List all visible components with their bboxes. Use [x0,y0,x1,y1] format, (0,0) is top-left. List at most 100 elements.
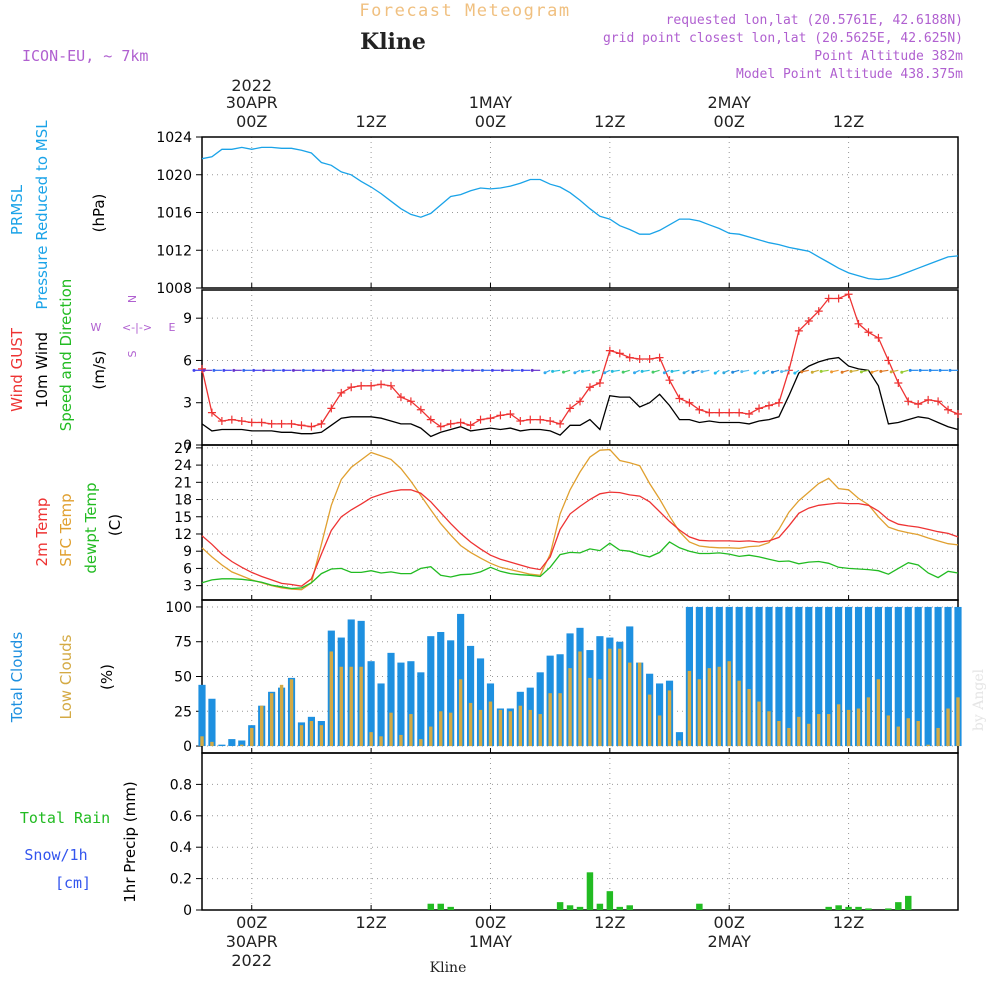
y-tick-label: 21 [174,475,192,491]
wind-direction-arrowhead [222,368,226,372]
wind-direction-arrowhead [291,368,295,372]
low-cloud-bar [269,693,274,747]
chart-subtitle: Forecast Meteogram [359,1,570,21]
gust-marker [217,417,226,426]
low-cloud-bar [946,708,950,747]
rain-bar [586,872,594,910]
wind-direction-arrowhead [753,371,757,375]
wind-direction-arrowhead [530,368,534,372]
wind-direction-arrowhead [510,368,514,372]
low-cloud-bar [528,709,532,747]
compass-south: S [126,350,139,357]
pressure-line [201,146,959,281]
wind-direction-arrowhead [551,369,555,373]
gust-marker [556,419,565,428]
wind-direction-arrowhead [202,368,206,372]
gust-marker [337,388,346,397]
wind-direction-arrowhead [282,368,286,372]
total-cloud-bar [844,606,853,747]
model-altitude: Model Point Altitude 438.375m [736,67,963,82]
low-cloud-bar [349,666,353,747]
y-tick-label: 0.2 [170,872,192,888]
low-cloud-bar [548,693,552,747]
wind-speed-line [201,356,959,438]
gust-marker [884,356,893,365]
total-cloud-bar [208,698,216,747]
wind-direction-arrowhead [928,368,932,372]
gust-marker [496,411,505,420]
gust-marker [615,349,624,358]
low-cloud-bar [578,651,582,747]
low-cloud-bar [339,666,343,747]
low-cloud-bar [628,662,632,747]
gust-marker [317,419,326,428]
low-cloud-bar [767,711,771,747]
top-date-label: 30APR [226,93,278,112]
low-cloud-bar [200,736,204,747]
low-cloud-bar [956,697,960,747]
rain-bar [437,903,444,910]
total-cloud-bar [377,683,385,747]
gust-marker [456,418,465,427]
rain-bar [566,905,574,910]
wind-direction-arrowhead [682,371,686,375]
gust-marker [237,417,246,426]
wind-direction-arrowhead [870,370,874,374]
wind-direction-arrowhead [731,370,735,374]
rain-bar [427,903,435,910]
wind-direction-arrowhead [441,368,445,372]
gust-marker [436,422,445,431]
total-cloud-bar [835,606,843,747]
total-cloud-bar [755,606,763,747]
wind-direction-arrowhead [670,369,674,373]
low-cloud-bar [598,679,602,747]
low-cloud-bar [817,714,821,747]
total-cloud-bar [536,672,544,747]
total-cloud-bar [228,739,236,747]
wind-direction-arrowhead [431,368,435,372]
rain-bar [576,906,584,910]
y-tick-label: 0 [183,438,192,454]
total-cloud-bar [367,661,375,747]
gust-label: Wind GUST [8,327,26,412]
compass-north: N [126,295,139,303]
total-cloud-bar [825,606,833,747]
low-cloud-bar [409,714,413,747]
total-cloud-bar [675,732,684,747]
y-tick-label: 1024 [156,130,192,146]
gust-marker [695,405,704,414]
wind-direction-arrowhead [640,369,644,373]
wind-direction-arrowhead [361,368,365,372]
y-tick-label: 100 [165,600,192,616]
low-cloud-bar [807,723,811,747]
snow-label: Snow/1h [24,846,87,864]
watermark: by Angel [971,668,987,731]
total-cloud-bar [198,684,206,747]
wind-direction-arrowhead [212,368,216,372]
rain-bar [845,906,852,910]
wind-direction-arrowhead [700,370,704,374]
rain-bar [596,903,604,910]
gust-marker [377,380,386,389]
rain-bar [616,906,624,910]
gust-marker [307,422,316,431]
gust-marker [347,383,356,392]
wind-direction-arrowhead [740,370,744,374]
gust-marker [814,307,823,316]
wind-direction-arrowhead [819,369,823,373]
wind-direction-arrowhead [301,368,305,372]
wind-direction-arrowhead [621,370,625,374]
wind-direction-arrowhead [713,371,717,375]
temp2m-line [201,489,959,587]
low-cloud-bar [299,725,304,747]
total-cloud-bar [407,661,415,747]
low-cloud-bar [508,711,513,747]
gust-marker [824,294,833,303]
gridpoint-coords: grid point closest lon,lat (20.5625E, 42… [603,31,963,46]
total-cloud-bar [924,606,932,747]
wind-direction-arrowhead [810,370,814,374]
wind-direction-arrowhead [341,368,345,372]
y-tick-label: 50 [174,670,192,686]
